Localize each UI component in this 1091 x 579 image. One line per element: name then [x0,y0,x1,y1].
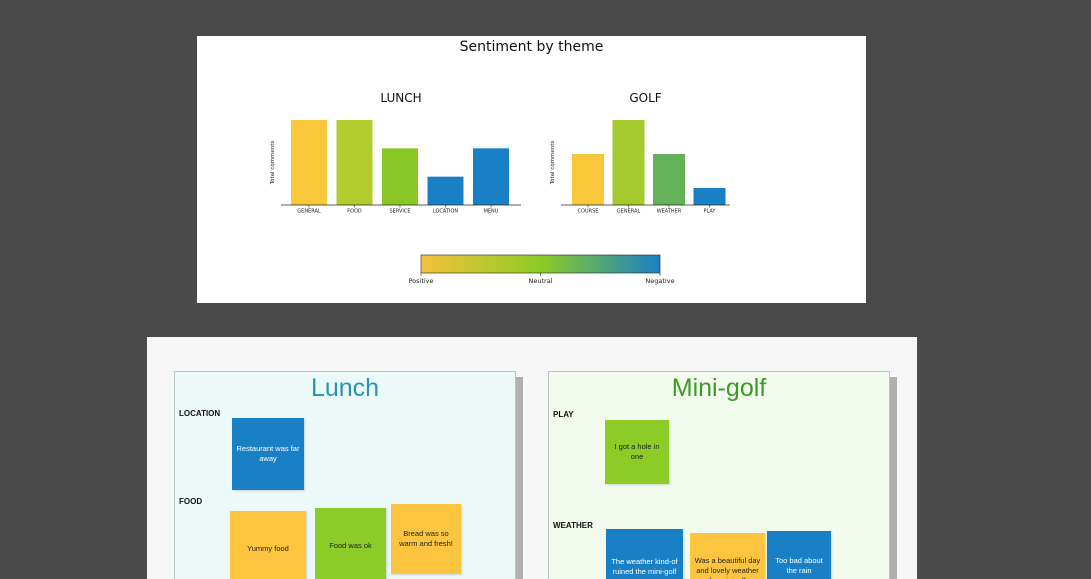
sticky-note[interactable]: Food was ok [315,508,386,579]
x-tick-label: WEATHER [657,209,682,215]
sticky-note[interactable]: Was a beautiful day and lovely weather f… [690,533,765,579]
minigolf-frame[interactable]: Mini-golf PLAY WEATHER I got a hole in o… [548,371,890,579]
subplot-title: LUNCH [380,91,421,105]
subplot-lunch: LUNCH Total comments GENERAL FOOD SERVICE LOC… [270,91,521,215]
bar-location [427,176,464,205]
sticky-note-text: Restaurant was far away [236,444,300,463]
colorbar [420,254,661,274]
colorbar-label-positive: Positive [408,277,433,285]
sticky-note-text: The weather kind-of ruined the mini-golf [611,557,678,576]
sticky-note[interactable]: Bread was so warm and fresh! [391,504,461,574]
x-tick-label: GENERAL [617,209,641,215]
x-tick-label: COURSE [578,209,599,215]
sticky-note[interactable]: Too bad about the rain [767,531,831,579]
frame-title-lunch: Lunch [310,374,380,402]
section-label-food: FOOD [179,497,203,506]
sticky-note-text: I got a hole in one [614,442,660,461]
y-axis-label: Total comments [550,141,556,186]
frame-title-minigolf: Mini-golf [671,374,767,402]
sticky-note-text: Bread was so warm and fresh! [399,529,453,548]
chart-title: Sentiment by theme [460,39,604,55]
section-label-location: LOCATION [179,409,221,418]
sticky-note-text: Too bad about the rain [775,556,823,575]
section-label-weather: WEATHER [553,521,593,530]
section-label-play: PLAY [553,410,574,419]
sticky-note-text: Yummy food [247,544,289,553]
x-tick-label: LOCATION [433,209,459,215]
sticky-note[interactable]: The weather kind-of ruined the mini-golf [606,529,683,579]
bar-food [336,120,373,205]
colorbar-label-neutral: Neutral [529,277,553,285]
subplot-title: GOLF [629,91,661,105]
x-tick-label: FOOD [347,209,362,215]
sticky-note-text: Was a beautiful day and lovely weather f… [694,556,761,579]
x-tick-label: SERVICE [389,209,410,215]
sentiment-chart-panel: Sentiment by theme LUNCH Total comments GE… [197,36,866,303]
subplot-golf: GOLF Total comments COURSE GENERAL WEATHER PL… [550,91,730,215]
bar-service [382,148,418,205]
bar-course [572,154,604,205]
sticky-note[interactable]: Restaurant was far away [232,418,304,490]
bar-weather [653,154,685,205]
whiteboard-panel: Lunch LOCATION FOOD Restaurant was far a… [147,337,917,579]
y-axis-label: Total comments [270,141,276,186]
colorbar-label-negative: Negative [645,277,674,285]
sentiment-chart: Sentiment by theme LUNCH Total comments GE… [270,39,730,285]
bar-play [693,188,726,205]
bar-menu [473,148,509,205]
x-tick-label: PLAY [703,209,716,215]
x-tick-label: GENERAL [297,209,321,215]
bar-general [612,120,645,205]
sticky-note[interactable]: Yummy food [230,511,306,579]
sticky-note[interactable]: I got a hole in one [605,420,669,484]
x-tick-label: MENU [484,209,499,215]
sticky-note-text: Food was ok [329,541,372,550]
bar-general [291,120,327,205]
lunch-frame[interactable]: Lunch LOCATION FOOD Restaurant was far a… [174,371,516,579]
